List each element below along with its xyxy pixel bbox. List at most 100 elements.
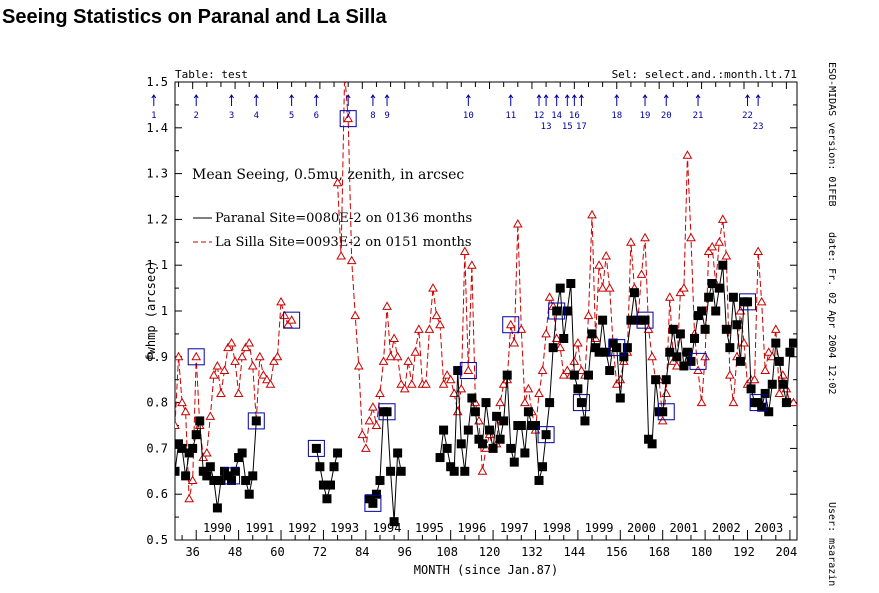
lasilla-point [413,324,424,333]
legend-lasilla-label: La Silla Site=0093E-2 on 0151 months [215,235,472,250]
lasilla-point [728,397,739,407]
paranal-point [644,434,654,444]
event-box [689,352,707,370]
lasilla-point [449,388,460,397]
event-box [739,293,757,311]
paranal-point [619,352,629,362]
y-tick-label: 0.8 [146,396,168,410]
y-tick-label: 0.6 [146,487,168,501]
paranal-point [368,498,378,508]
x-tick-label: 60 [270,545,284,559]
lasilla-point [177,397,187,407]
event-label: 13 [541,122,552,132]
lasilla-point [364,415,375,425]
lasilla-point [184,493,194,503]
lasilla-point [626,237,636,246]
lasilla-point [756,296,767,306]
lasilla-point [707,241,718,251]
paranal-point [707,279,717,289]
event-box [307,439,325,457]
lasilla-point [597,283,608,292]
lasilla-point [703,246,714,255]
lasilla-line [337,82,794,472]
paranal-point [333,448,343,458]
lasilla-point [657,415,668,425]
paranal-point [509,457,519,467]
event-box [572,394,590,412]
midas-version: ESO-MIDAS version: 01FEB [826,62,837,207]
lasilla-point [403,356,414,365]
paranal-point [248,471,258,481]
event-label: 18 [611,111,622,121]
paranal-point [205,462,215,472]
y-tick-label: 0.5 [146,533,168,547]
lasilla-point [749,374,760,384]
paranal-point [237,448,247,458]
paranal-point [435,453,445,463]
paranal-point [216,475,226,485]
paranal-point [612,343,622,353]
lasilla-point [664,292,675,301]
lasilla-point [611,379,622,388]
lasilla-point [696,397,707,407]
paranal-point [523,407,533,417]
year-label: 1999 [585,521,614,535]
paranal-point [371,489,381,499]
paranal-point [651,375,661,385]
lasilla-point [350,310,361,320]
event-label: 20 [661,111,672,121]
lasilla-point [385,351,396,361]
x-tick-label: 144 [564,545,586,559]
paranal-point [700,324,710,334]
lasilla-point [520,397,530,407]
lasilla-point [763,347,774,356]
lasilla-point [587,209,597,219]
lasilla-point [495,397,505,407]
paranal-point [506,443,516,453]
lasilla-point [558,370,569,379]
year-label: 1992 [288,521,317,535]
paranal-point [774,356,784,366]
paranal-point [318,480,328,490]
event-arrow-icon [151,94,157,106]
paranal-point [244,489,254,499]
event-label: 6 [314,111,319,121]
lasilla-point [428,283,438,292]
paranal-point [668,324,678,334]
y-tick-label: 1.1 [146,258,168,272]
paranal-point [234,453,244,463]
paranal-point [481,398,491,408]
lasilla-point [279,310,290,320]
lasilla-point [198,452,209,462]
event-arrow-icon [695,94,701,106]
paranal-point [326,480,335,490]
paranal-point [251,416,261,426]
lasilla-point [679,283,689,292]
paranal-point [732,320,742,330]
paranal-point [502,370,512,380]
event-box [608,339,626,357]
paranal-point [608,338,618,348]
paranal-point [195,416,205,426]
lasilla-point [576,365,587,375]
lasilla-point [438,379,449,388]
lasilla-point [435,319,445,329]
paranal-point [442,443,452,453]
x-tick-label: 204 [776,545,798,559]
paranal-point [629,288,639,298]
event-label: 21 [693,111,704,121]
lasilla-point [459,246,470,255]
event-arrow-icon [465,94,471,106]
event-box [283,311,301,329]
event-arrow-icon [663,94,669,106]
paranal-point [672,352,682,362]
paranal-point [697,306,707,316]
lasilla-point [456,383,467,393]
paranal-point [760,388,770,398]
lasilla-point [209,370,219,379]
paranal-point [690,333,700,343]
paranal-point [485,425,495,435]
lasilla-point [498,379,509,388]
event-box [749,394,767,412]
